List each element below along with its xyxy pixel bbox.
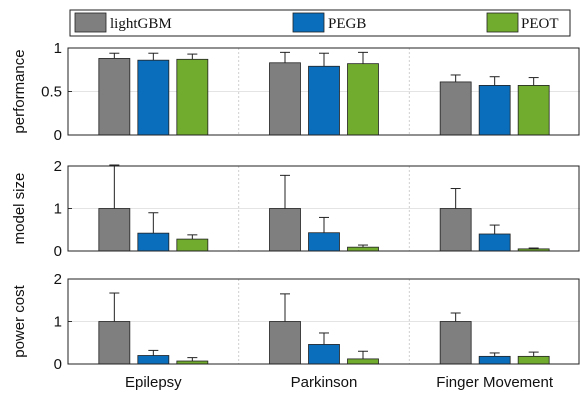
bar-power-cost-parkinson-pegb [308,344,340,365]
legend-swatch-peot [486,12,519,33]
legend-label-peot: PEOT [521,16,559,32]
y-axis-label: performance [11,49,28,133]
bar-model-size-epilepsy-peot [176,238,209,252]
bar-performance-parkinson-peot [347,63,379,136]
bar-performance-epilepsy-lightgbm [98,58,131,136]
chart-panels: 0 0.5 1 performance 0 1 2 model size 0 1 2 power co… [11,40,580,373]
bar-model-size-parkinson-lightgbm [269,208,301,252]
bar-performance-parkinson-pegb [308,65,340,136]
axes-frame [67,278,580,365]
axes-frame [67,47,580,136]
bar-model-size-epilepsy-lightgbm [98,208,131,252]
y-tick-label: 1 [54,201,62,218]
legend-label-pegb: PEGB [328,16,366,32]
y-axis-label: model size [11,173,28,245]
bar-performance-finger-movement-pegb [478,85,511,136]
legend-swatch-pegb [292,12,325,33]
panel-model-size: 0 1 2 model size [11,158,580,260]
category-labels: Epilepsy Parkinson Finger Movement [125,374,554,391]
bar-performance-parkinson-lightgbm [269,62,301,136]
bar-model-size-finger-movement-lightgbm [439,208,472,252]
bar-power-cost-finger-movement-lightgbm [439,321,472,365]
y-tick-label: 0 [54,356,62,373]
y-tick-label: 2 [54,271,62,288]
y-tick-label: 1 [54,40,62,57]
y-tick-label: 0 [54,127,62,144]
legend-label-lightgbm: lightGBM [110,16,172,32]
y-tick-label: 1 [54,314,62,331]
bar-performance-epilepsy-pegb [137,59,170,136]
x-tick-label-parkinson: Parkinson [291,374,358,391]
axes-frame [67,165,580,252]
y-tick-label: 0.5 [41,84,62,101]
bar-model-size-finger-movement-pegb [478,233,511,252]
bar-model-size-parkinson-peot [347,246,379,252]
bar-model-size-parkinson-pegb [308,232,340,252]
x-tick-label-epilepsy: Epilepsy [125,374,182,391]
y-tick-label: 0 [54,243,62,260]
panel-power-cost: 0 1 2 power cost [11,271,580,373]
bar-power-cost-parkinson-peot [347,358,379,365]
bar-power-cost-finger-movement-peot [517,355,550,365]
legend: lightGBM PEGB PEOT [69,9,571,37]
legend-swatch-lightgbm [74,12,107,33]
panel-performance: 0 0.5 1 performance [11,40,580,144]
bar-power-cost-epilepsy-lightgbm [98,321,131,365]
bar-performance-epilepsy-peot [176,58,209,136]
y-axis-label: power cost [11,284,28,357]
bar-performance-finger-movement-lightgbm [439,81,472,136]
bar-power-cost-epilepsy-pegb [137,355,170,365]
bar-performance-finger-movement-peot [517,85,550,136]
bar-power-cost-finger-movement-pegb [478,355,511,365]
bar-power-cost-parkinson-lightgbm [269,321,301,365]
bar-model-size-epilepsy-pegb [137,232,170,252]
x-tick-label-finger-movement: Finger Movement [436,374,554,391]
y-tick-label: 2 [54,158,62,175]
